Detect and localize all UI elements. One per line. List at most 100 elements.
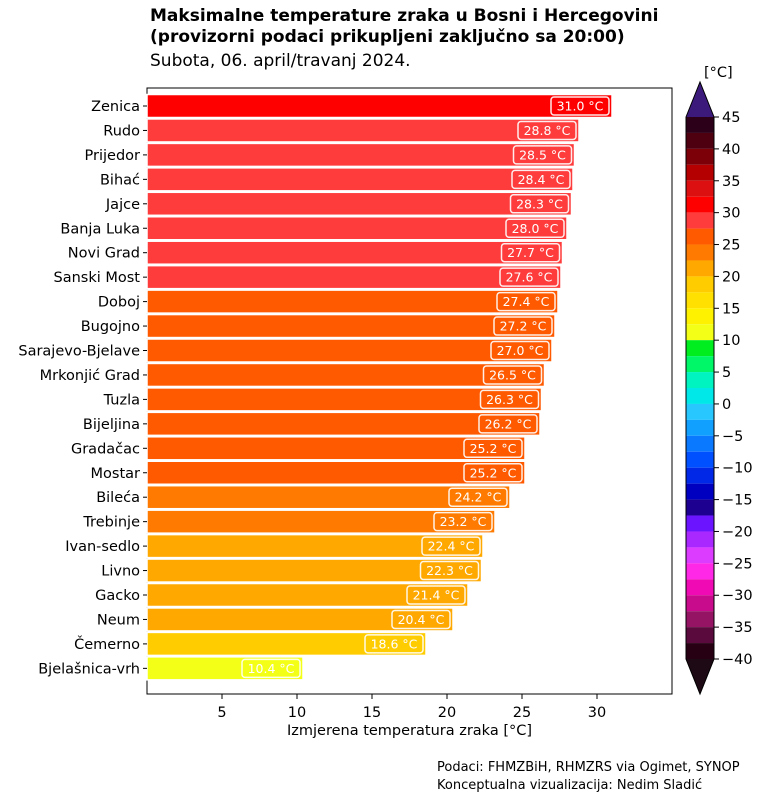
data-label-3: 28.4 °C — [518, 172, 565, 187]
colorbar-segment-26 — [686, 531, 714, 548]
y-tick-label-17: Trebinje — [82, 515, 140, 531]
data-label-10: 27.0 °C — [497, 343, 544, 358]
colorbar-segment-6 — [686, 212, 714, 229]
data-label-box-18 — [421, 536, 481, 556]
data-label-box-3 — [511, 169, 571, 190]
x-tick-label-5: 30 — [588, 705, 606, 721]
data-label-box-11 — [482, 365, 543, 385]
data-label-6: 27.7 °C — [507, 245, 554, 260]
colorbar-tick-label-11: −10 — [722, 461, 753, 477]
colorbar-segment-23 — [686, 483, 714, 500]
data-label-box-7 — [499, 267, 559, 287]
colorbar-segment-21 — [686, 451, 714, 468]
colorbar-segment-24 — [686, 499, 714, 516]
colorbar-tick-label-9: 0 — [722, 397, 731, 413]
data-label-4: 28.3 °C — [516, 196, 563, 211]
colorbar-tick-label-2: 35 — [722, 174, 740, 190]
x-tick-label-1: 10 — [288, 705, 306, 721]
data-label-20: 21.4 °C — [413, 588, 460, 603]
chart-title: Maksimalne temperature zraka u Bosni i H… — [150, 6, 658, 48]
chart-subtitle: Subota, 06. april/travanj 2024. — [150, 51, 411, 71]
data-label-7: 27.6 °C — [506, 270, 553, 285]
colorbar-segment-8 — [686, 244, 714, 261]
colorbar-segment-29 — [686, 579, 714, 596]
credits-visualization: Konceptualna vizualizacija: Nedim Sladić — [437, 778, 703, 793]
bar-4 — [146, 191, 573, 217]
colorbar-segment-7 — [686, 228, 714, 245]
data-label-box-12 — [479, 389, 540, 410]
colorbar-tick-label-14: −25 — [722, 556, 753, 572]
colorbar-segment-18 — [686, 403, 714, 420]
data-label-0: 31.0 °C — [557, 99, 604, 114]
y-tick-label-21: Neum — [97, 612, 140, 628]
chart-title-line1: Maksimalne temperature zraka u Bosni i H… — [150, 6, 659, 26]
data-label-box-10 — [490, 340, 550, 361]
colorbar-tick-label-8: 5 — [722, 365, 731, 381]
colorbar-tick-label-1: 40 — [722, 142, 740, 158]
data-label-box-9 — [493, 316, 553, 336]
data-label-14: 25.2 °C — [470, 441, 517, 456]
colorbar-segment-13 — [686, 324, 714, 341]
y-tick-label-15: Mostar — [91, 466, 141, 482]
colorbar-segment-0 — [686, 117, 714, 133]
colorbar-tick-label-13: −20 — [722, 524, 753, 540]
colorbar-segment-5 — [686, 196, 714, 213]
data-label-17: 23.2 °C — [440, 514, 487, 529]
y-tick-label-6: Novi Grad — [68, 246, 140, 262]
colorbar-tick-label-10: −5 — [722, 429, 743, 445]
colorbar-segment-16 — [686, 372, 714, 388]
data-label-box-19 — [419, 560, 480, 581]
data-label-2: 28.5 °C — [519, 147, 566, 162]
x-tick-label-2: 15 — [363, 705, 381, 721]
data-label-19: 22.3 °C — [426, 563, 473, 578]
colorbar-unit-label: [°C] — [704, 65, 733, 81]
data-label-22: 18.6 °C — [371, 636, 418, 651]
colorbar-tick-label-15: −30 — [722, 588, 753, 604]
colorbar-segment-15 — [686, 356, 714, 373]
data-label-box-17 — [433, 511, 493, 532]
data-label-23: 10.4 °C — [248, 661, 295, 676]
bar-0 — [146, 93, 613, 119]
colorbar-segment-10 — [686, 276, 714, 293]
colorbar-segment-17 — [686, 388, 714, 404]
data-label-box-0 — [550, 96, 610, 116]
y-tick-label-23: Bjelašnica-vrh — [38, 661, 140, 677]
colorbar-segment-9 — [686, 260, 714, 277]
data-label-12: 26.3 °C — [486, 392, 533, 407]
bar-1 — [146, 118, 580, 143]
data-label-box-4 — [509, 194, 570, 214]
colorbar-segment-2 — [686, 148, 714, 165]
colorbar-segment-11 — [686, 292, 714, 309]
data-label-box-2 — [512, 145, 573, 165]
data-label-18: 22.4 °C — [428, 539, 475, 554]
data-label-15: 25.2 °C — [470, 465, 517, 480]
colorbar-segment-28 — [686, 563, 714, 580]
x-tick-label-4: 25 — [513, 705, 531, 721]
x-axis-label: Izmjerena temperatura zraka [°C] — [287, 723, 532, 739]
bar-2 — [146, 142, 576, 168]
colorbar-segment-19 — [686, 419, 714, 436]
y-tick-label-3: Bihać — [100, 172, 140, 188]
colorbar-segment-12 — [686, 308, 714, 325]
y-tick-label-10: Sarajevo-Bjelave — [18, 344, 140, 360]
data-label-11: 26.5 °C — [489, 367, 536, 382]
data-label-box-13 — [478, 414, 538, 434]
y-tick-label-5: Banja Luka — [60, 221, 140, 237]
y-tick-label-0: Zenica — [91, 99, 140, 115]
data-label-box-15 — [463, 463, 523, 483]
y-tick-label-20: Gacko — [95, 588, 140, 604]
colorbar-segment-22 — [686, 467, 714, 484]
data-label-1: 28.8 °C — [524, 123, 571, 138]
data-label-box-5 — [505, 218, 565, 238]
data-label-box-23 — [241, 658, 301, 679]
y-tick-label-13: Bijeljina — [83, 417, 140, 433]
data-label-21: 20.4 °C — [398, 612, 445, 627]
bar-3 — [146, 167, 574, 192]
data-label-box-1 — [517, 120, 577, 141]
colorbar-segment-31 — [686, 611, 714, 628]
colorbar-tick-label-5: 20 — [722, 269, 740, 285]
y-tick-label-11: Mrkonjić Grad — [40, 368, 140, 384]
y-tick-label-19: Livno — [101, 564, 140, 580]
data-label-16: 24.2 °C — [455, 490, 502, 505]
